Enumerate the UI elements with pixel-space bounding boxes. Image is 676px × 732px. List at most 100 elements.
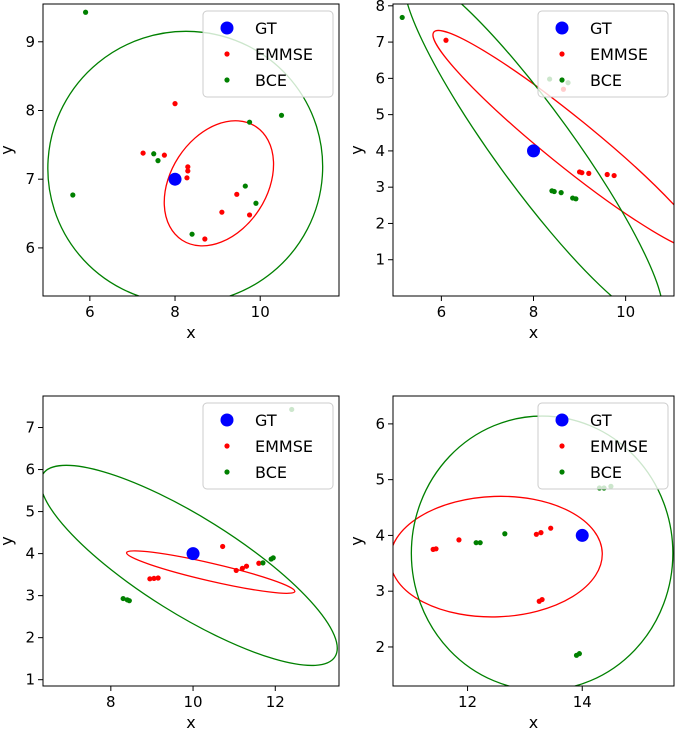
legend: GT EMMSE BCE [537,402,669,490]
y-tick-label: 7 [375,33,385,51]
y-tick-label: 5 [25,503,35,521]
point-gt [186,547,200,561]
y-tick-label: 7 [25,419,35,437]
point-bce [126,598,132,604]
legend-marker-gt [220,21,234,35]
x-axis-label: x [529,323,538,342]
y-tick-label: 1 [375,251,385,269]
point-emmse [185,168,191,174]
y-tick-label: 8 [25,101,35,119]
point-emmse [246,212,253,218]
legend-marker-emmse [559,51,565,57]
legend-box [202,402,334,490]
y-tick-label: 6 [25,461,35,479]
ellipse-bce [43,464,338,667]
point-emmse [443,37,449,43]
legend-box [202,10,334,98]
y-tick-label: 8 [375,0,385,15]
y-tick-label: 6 [375,415,385,433]
legend-label-emmse: EMMSE [590,45,648,64]
point-bce [573,196,579,202]
point-emmse [539,596,545,603]
y-tick-label: 9 [25,33,35,51]
legend-label-gt: GT [590,411,612,430]
ellipse-emmse [432,29,674,252]
point-emmse [184,175,190,181]
y-tick-label: 1 [25,671,35,689]
legend: GT EMMSE BCE [202,10,334,98]
point-emmse [433,546,439,552]
y-tick-label: 7 [25,170,35,188]
legend-label-emmse: EMMSE [255,437,313,456]
y-tick-label: 3 [375,178,385,196]
legend-marker-emmse [224,443,230,449]
y-tick-label: 6 [25,239,35,257]
ellipse-emmse [163,120,275,247]
x-tick-label: 12 [458,693,477,711]
legend-label-gt: GT [255,411,277,430]
point-bce [558,190,564,196]
ellipse-bce [403,4,664,296]
point-bce [189,231,195,237]
point-bce [502,531,508,537]
point-emmse [202,236,208,242]
ellipse-bce [47,30,324,296]
legend-label-emmse: EMMSE [255,45,313,64]
point-bce [246,119,253,125]
x-tick-label: 8 [106,693,116,711]
point-emmse [234,191,240,197]
x-tick-label: 12 [266,693,285,711]
y-tick-label: 4 [375,142,385,160]
legend-label-bce: BCE [255,463,287,482]
x-tick-label: 6 [85,303,95,321]
plot-area [47,9,324,296]
x-tick-label: 14 [573,693,592,711]
point-emmse [239,565,245,571]
legend-box [537,10,669,98]
point-bce [253,200,259,206]
point-gt [168,172,182,186]
x-tick-label: 10 [616,303,635,321]
x-axis-label: x [186,323,195,342]
y-tick-label: 2 [375,638,385,656]
x-tick-label: 10 [251,303,270,321]
point-bce [278,112,285,118]
x-tick-label: 8 [170,303,180,321]
x-tick-label: 8 [529,303,539,321]
point-bce [151,151,157,157]
y-tick-label: 4 [375,526,385,544]
point-bce [551,188,557,195]
legend-marker-gt [555,413,569,427]
point-emmse [233,567,239,574]
point-emmse [533,531,539,537]
y-axis-label: y [347,536,366,545]
point-bce [155,158,161,164]
legend-label-gt: GT [590,19,612,38]
point-emmse [172,101,178,107]
x-axis-label: x [186,713,195,732]
point-bce [270,555,276,561]
legend-marker-bce [224,469,230,475]
point-bce [242,183,248,189]
point-emmse [155,575,161,581]
point-bce [120,595,126,602]
legend-marker-bce [559,77,565,83]
y-tick-label: 6 [375,69,385,87]
legend-marker-gt [555,21,569,35]
point-emmse [604,171,610,178]
ellipse-emmse [125,550,296,594]
legend-label-bce: BCE [590,463,622,482]
axes-frame [42,3,340,297]
y-tick-label: 2 [375,214,385,232]
point-gt [527,144,540,158]
legend: GT EMMSE BCE [202,402,334,490]
point-emmse [586,170,592,176]
point-bce [399,14,405,21]
point-emmse [538,530,544,536]
legend-marker-bce [559,469,565,475]
y-tick-label: 5 [375,106,385,124]
y-tick-label: 3 [375,582,385,600]
x-tick-label: 6 [437,303,447,321]
